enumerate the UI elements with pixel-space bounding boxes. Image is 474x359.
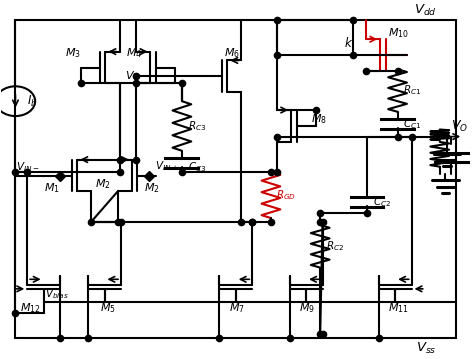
Text: $I_b$: $I_b$ — [27, 94, 37, 109]
Text: $V_{dd}$: $V_{dd}$ — [414, 3, 437, 18]
Text: $C_{C1}$: $C_{C1}$ — [403, 117, 421, 131]
Text: $M_2$: $M_2$ — [95, 177, 111, 191]
Text: $M_2$: $M_2$ — [145, 181, 160, 195]
Text: $R_{GD}$: $R_{GD}$ — [276, 188, 296, 202]
Text: $V_1$: $V_1$ — [125, 70, 138, 83]
Text: $V_{bias}$: $V_{bias}$ — [45, 287, 68, 301]
Text: $M_6$: $M_6$ — [224, 46, 240, 60]
Text: $M_{12}$: $M_{12}$ — [20, 302, 41, 315]
Text: $V_O$: $V_O$ — [451, 118, 469, 134]
Text: $M_4$: $M_4$ — [126, 46, 142, 60]
Text: $V_{IN-}$: $V_{IN-}$ — [17, 160, 40, 174]
Text: $R_{C1}$: $R_{C1}$ — [403, 84, 421, 97]
Text: $M_{11}$: $M_{11}$ — [388, 302, 409, 315]
Text: $V_{ss}$: $V_{ss}$ — [416, 341, 437, 356]
Text: $R_{C3}$: $R_{C3}$ — [188, 119, 206, 133]
Text: $M_8$: $M_8$ — [311, 112, 327, 126]
Text: $M_5$: $M_5$ — [100, 302, 116, 315]
Text: $M_3$: $M_3$ — [64, 46, 81, 60]
Text: $M_7$: $M_7$ — [229, 302, 245, 315]
Text: $M_9$: $M_9$ — [299, 302, 315, 315]
Text: $R_{C2}$: $R_{C2}$ — [326, 239, 344, 253]
Text: $k$: $k$ — [344, 36, 353, 50]
Text: $V_{IN+}$: $V_{IN+}$ — [155, 159, 179, 173]
Text: $C_{C2}$: $C_{C2}$ — [373, 195, 391, 209]
Text: $M_{10}$: $M_{10}$ — [388, 26, 409, 40]
Text: $M_1$: $M_1$ — [44, 181, 59, 195]
Text: $C_{C3}$: $C_{C3}$ — [188, 161, 206, 174]
